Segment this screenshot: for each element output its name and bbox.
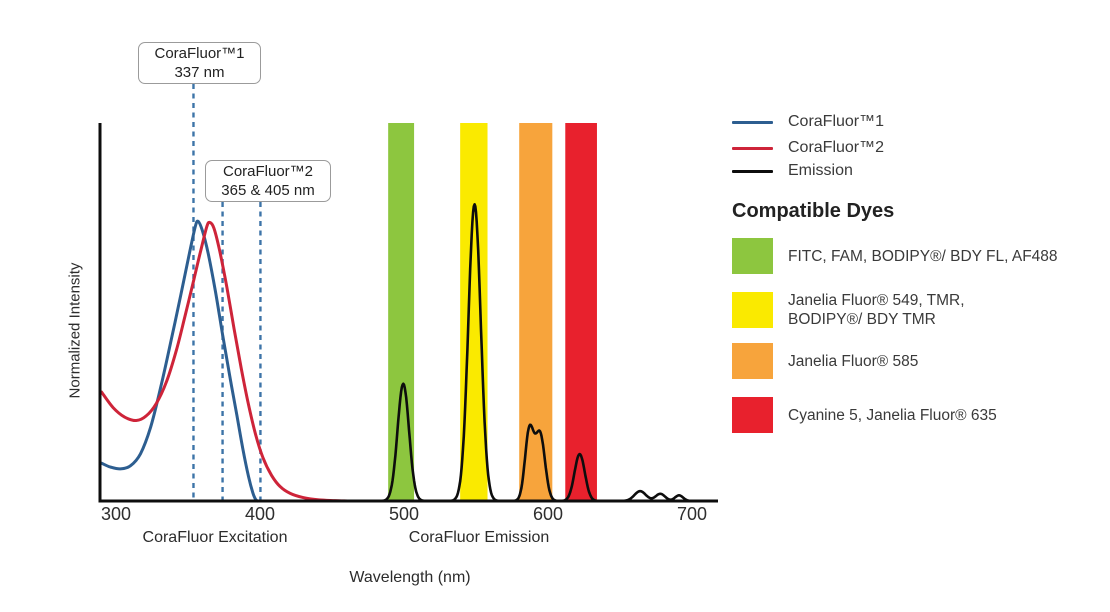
dye-label-line: FITC, FAM, BODIPY®/ BDY FL, AF488: [788, 247, 1058, 265]
red-filter-band: [565, 123, 597, 501]
legend-item-2: Emission: [732, 162, 853, 179]
x-axis-label: Wavelength (nm): [349, 569, 471, 586]
dye-label: FITC, FAM, BODIPY®/ BDY FL, AF488: [788, 247, 1058, 266]
legend-line-swatch: [732, 146, 773, 150]
excitation-section-label: CoraFluor Excitation: [142, 529, 288, 546]
callout-corafluor2-title: CoraFluor™2: [222, 163, 314, 180]
dye-label: Janelia Fluor® 549, TMR, BODIPY®/ BDY TMR: [788, 291, 965, 329]
x-tick-400: 400: [244, 504, 276, 524]
x-tick-600: 600: [532, 504, 564, 524]
callout-corafluor1-337nm: CoraFluor™1 337 nm: [138, 42, 261, 84]
dye-label: Cyanine 5, Janelia Fluor® 635: [788, 406, 997, 425]
callout-corafluor1-wavelength: 337 nm: [174, 64, 225, 81]
dye-color-swatch: [732, 343, 773, 379]
callout-corafluor2-wavelength: 365 & 405 nm: [221, 182, 315, 199]
legend-label: CoraFluor™1: [788, 113, 885, 130]
excitation-curve-1: [100, 219, 260, 503]
orange-filter-band: [519, 123, 553, 501]
emission-curve: [338, 203, 716, 503]
emission-section-label: CoraFluor Emission: [408, 529, 550, 546]
compatible-dyes-heading: Compatible Dyes: [732, 200, 895, 222]
legend-item-0: CoraFluor™1: [732, 113, 885, 130]
dye-item-1: Janelia Fluor® 549, TMR, BODIPY®/ BDY TMR: [732, 291, 965, 329]
dye-color-swatch: [732, 397, 773, 433]
dye-item-2: Janelia Fluor® 585: [732, 343, 918, 379]
x-tick-500: 500: [388, 504, 420, 524]
excitation-curve-2: [100, 220, 351, 503]
dye-label-line: Janelia Fluor® 549, TMR,: [788, 292, 965, 309]
y-axis-label: Normalized Intensity: [66, 262, 84, 399]
x-tick-300: 300: [100, 504, 132, 524]
legend-line-swatch: [732, 120, 773, 124]
callout-corafluor2-365-405nm: CoraFluor™2 365 & 405 nm: [205, 160, 331, 202]
dye-label: Janelia Fluor® 585: [788, 352, 918, 371]
dye-label-line: Janelia Fluor® 585: [788, 352, 919, 370]
x-tick-700: 700: [676, 504, 708, 524]
callout-corafluor1-title: CoraFluor™1: [154, 45, 245, 62]
dye-item-3: Cyanine 5, Janelia Fluor® 635: [732, 397, 997, 433]
dye-color-swatch: [732, 238, 773, 274]
dye-item-0: FITC, FAM, BODIPY®/ BDY FL, AF488: [732, 238, 1058, 274]
dye-label-line: BODIPY®/ BDY TMR: [788, 311, 936, 328]
legend-label: Emission: [788, 162, 853, 179]
dye-color-swatch: [732, 292, 773, 328]
legend-item-1: CoraFluor™2: [732, 139, 885, 156]
legend-line-swatch: [732, 169, 773, 173]
dye-label-line: Cyanine 5, Janelia Fluor® 635: [788, 406, 997, 424]
legend-label: CoraFluor™2: [788, 139, 885, 156]
